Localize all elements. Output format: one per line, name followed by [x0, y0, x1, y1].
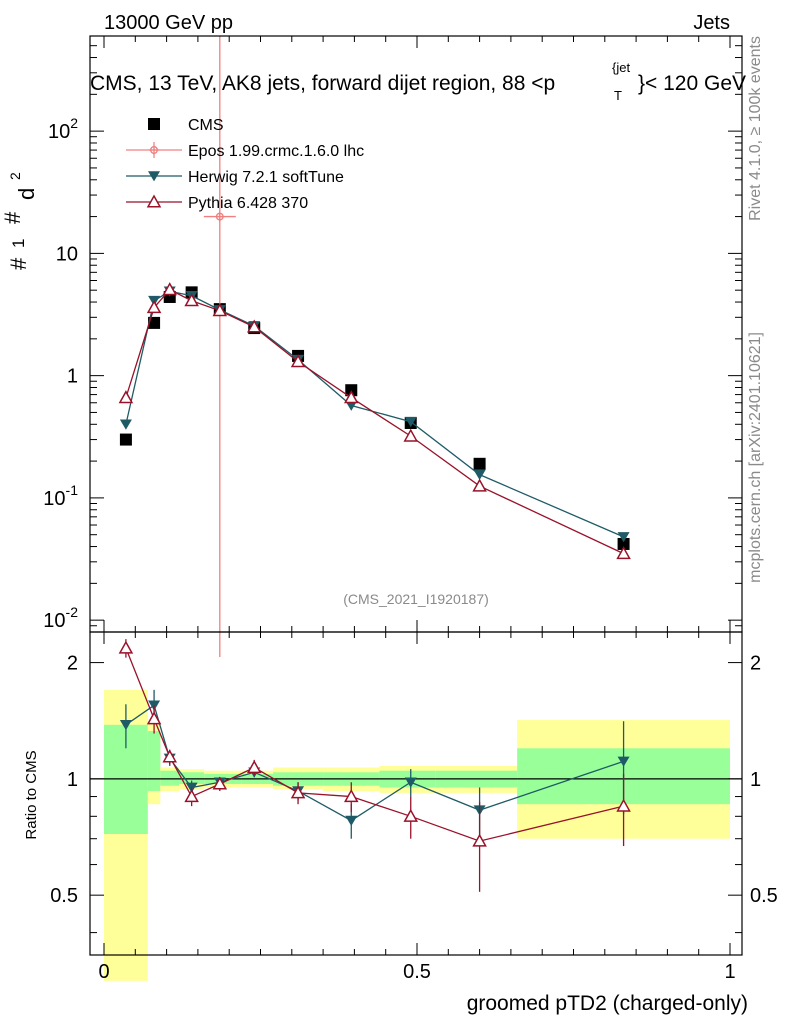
pythia-point-9 [472, 478, 487, 492]
ratio-band-inner-2 [160, 770, 180, 786]
pythia-point-6 [290, 354, 306, 368]
herwig-ratio-point-10 [617, 756, 630, 767]
main-y-tick-label-2: 1 [67, 366, 78, 388]
main-title-end: }< 120 GeV [638, 72, 746, 95]
pythia-ratio-point-4 [212, 776, 228, 790]
herwig-point-0 [119, 419, 132, 430]
main-title-text: CMS, 13 TeV, AK8 jets, forward dijet reg… [90, 72, 555, 95]
main-y-tick-label-3: 10 [56, 243, 78, 265]
header-left: 13000 GeV pp [104, 12, 233, 34]
main-y-axis-label: # 1 # d 2 [0, 172, 39, 270]
legend-label-2: Herwig 7.2.1 softTune [188, 169, 344, 186]
legend-marker-3 [146, 194, 162, 208]
ratio-y-tick-label-0: 0.5 [50, 885, 78, 907]
ratio-y-tick-label-2: 2 [67, 653, 78, 675]
ratio-band-inner-1 [147, 731, 161, 792]
ratio-y-tick-label-right-1: 1 [750, 769, 761, 791]
ratio-frame [89, 631, 743, 956]
pythia-ratio-point-2 [162, 749, 178, 763]
herwig-point-9 [473, 469, 486, 481]
herwig-ratio-point-0 [119, 720, 132, 731]
pythia-point-3 [184, 293, 199, 307]
main-title: CMS, 13 TeV, AK8 jets, forward dijet reg… [90, 60, 746, 103]
main-y-tick-label-0: 10-2 [43, 604, 78, 632]
herwig-main-line [125, 290, 624, 538]
header-right: Jets [693, 12, 730, 34]
pythia-main-line [125, 288, 624, 555]
pythia-ratio-point-0 [118, 640, 134, 654]
main-y-tick-label-exp-1: -1 [66, 482, 79, 498]
herwig-point-10 [617, 532, 630, 543]
pythia-point-7 [343, 390, 359, 404]
herwig-ratio-point-7 [345, 815, 358, 826]
pythia-ratio-point-3 [184, 789, 199, 803]
pythia-point-2 [162, 282, 178, 296]
legend-marker-0 [148, 118, 160, 130]
pythia-ratio-point-10 [616, 798, 631, 812]
cms-point-9 [473, 457, 486, 470]
pythia-ratio-point-8 [403, 808, 419, 822]
svg-text:CMS, 13 TeV, AK8 jets, forward: CMS, 13 TeV, AK8 jets, forward dijet reg… [90, 72, 555, 95]
herwig-point-8 [404, 416, 417, 428]
ratio-y-tick-label-right-2: 2 [750, 653, 761, 675]
legend-label-0: CMS [188, 117, 224, 134]
ratio-y-tick-label-1: 1 [67, 769, 78, 791]
analysis-watermark: (CMS_2021_I1920187) [343, 591, 489, 607]
x-axis-label: groomed pTD2 (charged-only) [467, 992, 748, 1015]
mcplots-label: mcplots.cern.ch [arXiv:2401.10621] [747, 332, 764, 583]
svg-text:1: 1 [9, 239, 28, 248]
svg-text:#: # [6, 257, 31, 270]
pythia-point-4 [212, 303, 228, 317]
main-y-tick-label-1: 10-1 [43, 482, 78, 510]
pythia-ratio-point-9 [472, 833, 487, 847]
legend-label-3: Pythia 6.428 370 [188, 195, 308, 212]
legend-marker-1 [148, 144, 160, 156]
svg-text:#: # [0, 211, 25, 224]
pythia-point-10 [616, 546, 631, 560]
legend-marker-2 [148, 171, 160, 182]
pythia-ratio-point-1 [146, 711, 162, 725]
pythia-point-5 [246, 319, 262, 333]
rivet-label: Rivet 4.1.0, ≥ 100k events [747, 36, 764, 221]
legend-label-1: Epos 1.99.crmc.1.6.0 lhc [188, 143, 364, 160]
pythia-point-0 [118, 390, 134, 404]
cms-point-1 [148, 316, 161, 329]
ratio-y-tick-label-right-0: 0.5 [750, 885, 778, 907]
ratio-band-inner-3 [179, 772, 205, 784]
cms-point-0 [119, 433, 132, 446]
x-tick-label-1: 0.5 [403, 961, 431, 983]
pythia-ratio-point-6 [290, 785, 306, 799]
epos-point-0 [214, 211, 226, 222]
cms-point-10 [617, 537, 630, 550]
ratio-y-axis-label: Ratio to CMS [23, 750, 40, 839]
svg-text:2: 2 [7, 172, 23, 180]
svg-text:d: d [14, 188, 39, 200]
main-title-sup: {jet [612, 60, 630, 75]
main-title-sub: T [614, 88, 622, 103]
herwig-ratio-point-8 [404, 777, 417, 788]
main-y-tick-label-exp-0: -2 [66, 604, 79, 620]
x-tick-label-0: 0 [98, 961, 109, 983]
main-y-tick-label-exp-4: 2 [70, 115, 78, 131]
main-y-tick-label-4: 102 [48, 115, 78, 143]
pythia-point-1 [146, 300, 162, 314]
pythia-ratio-point-5 [246, 759, 262, 774]
pythia-ratio-point-7 [343, 789, 359, 803]
x-tick-label-2: 1 [724, 961, 735, 983]
pythia-point-8 [403, 428, 419, 442]
